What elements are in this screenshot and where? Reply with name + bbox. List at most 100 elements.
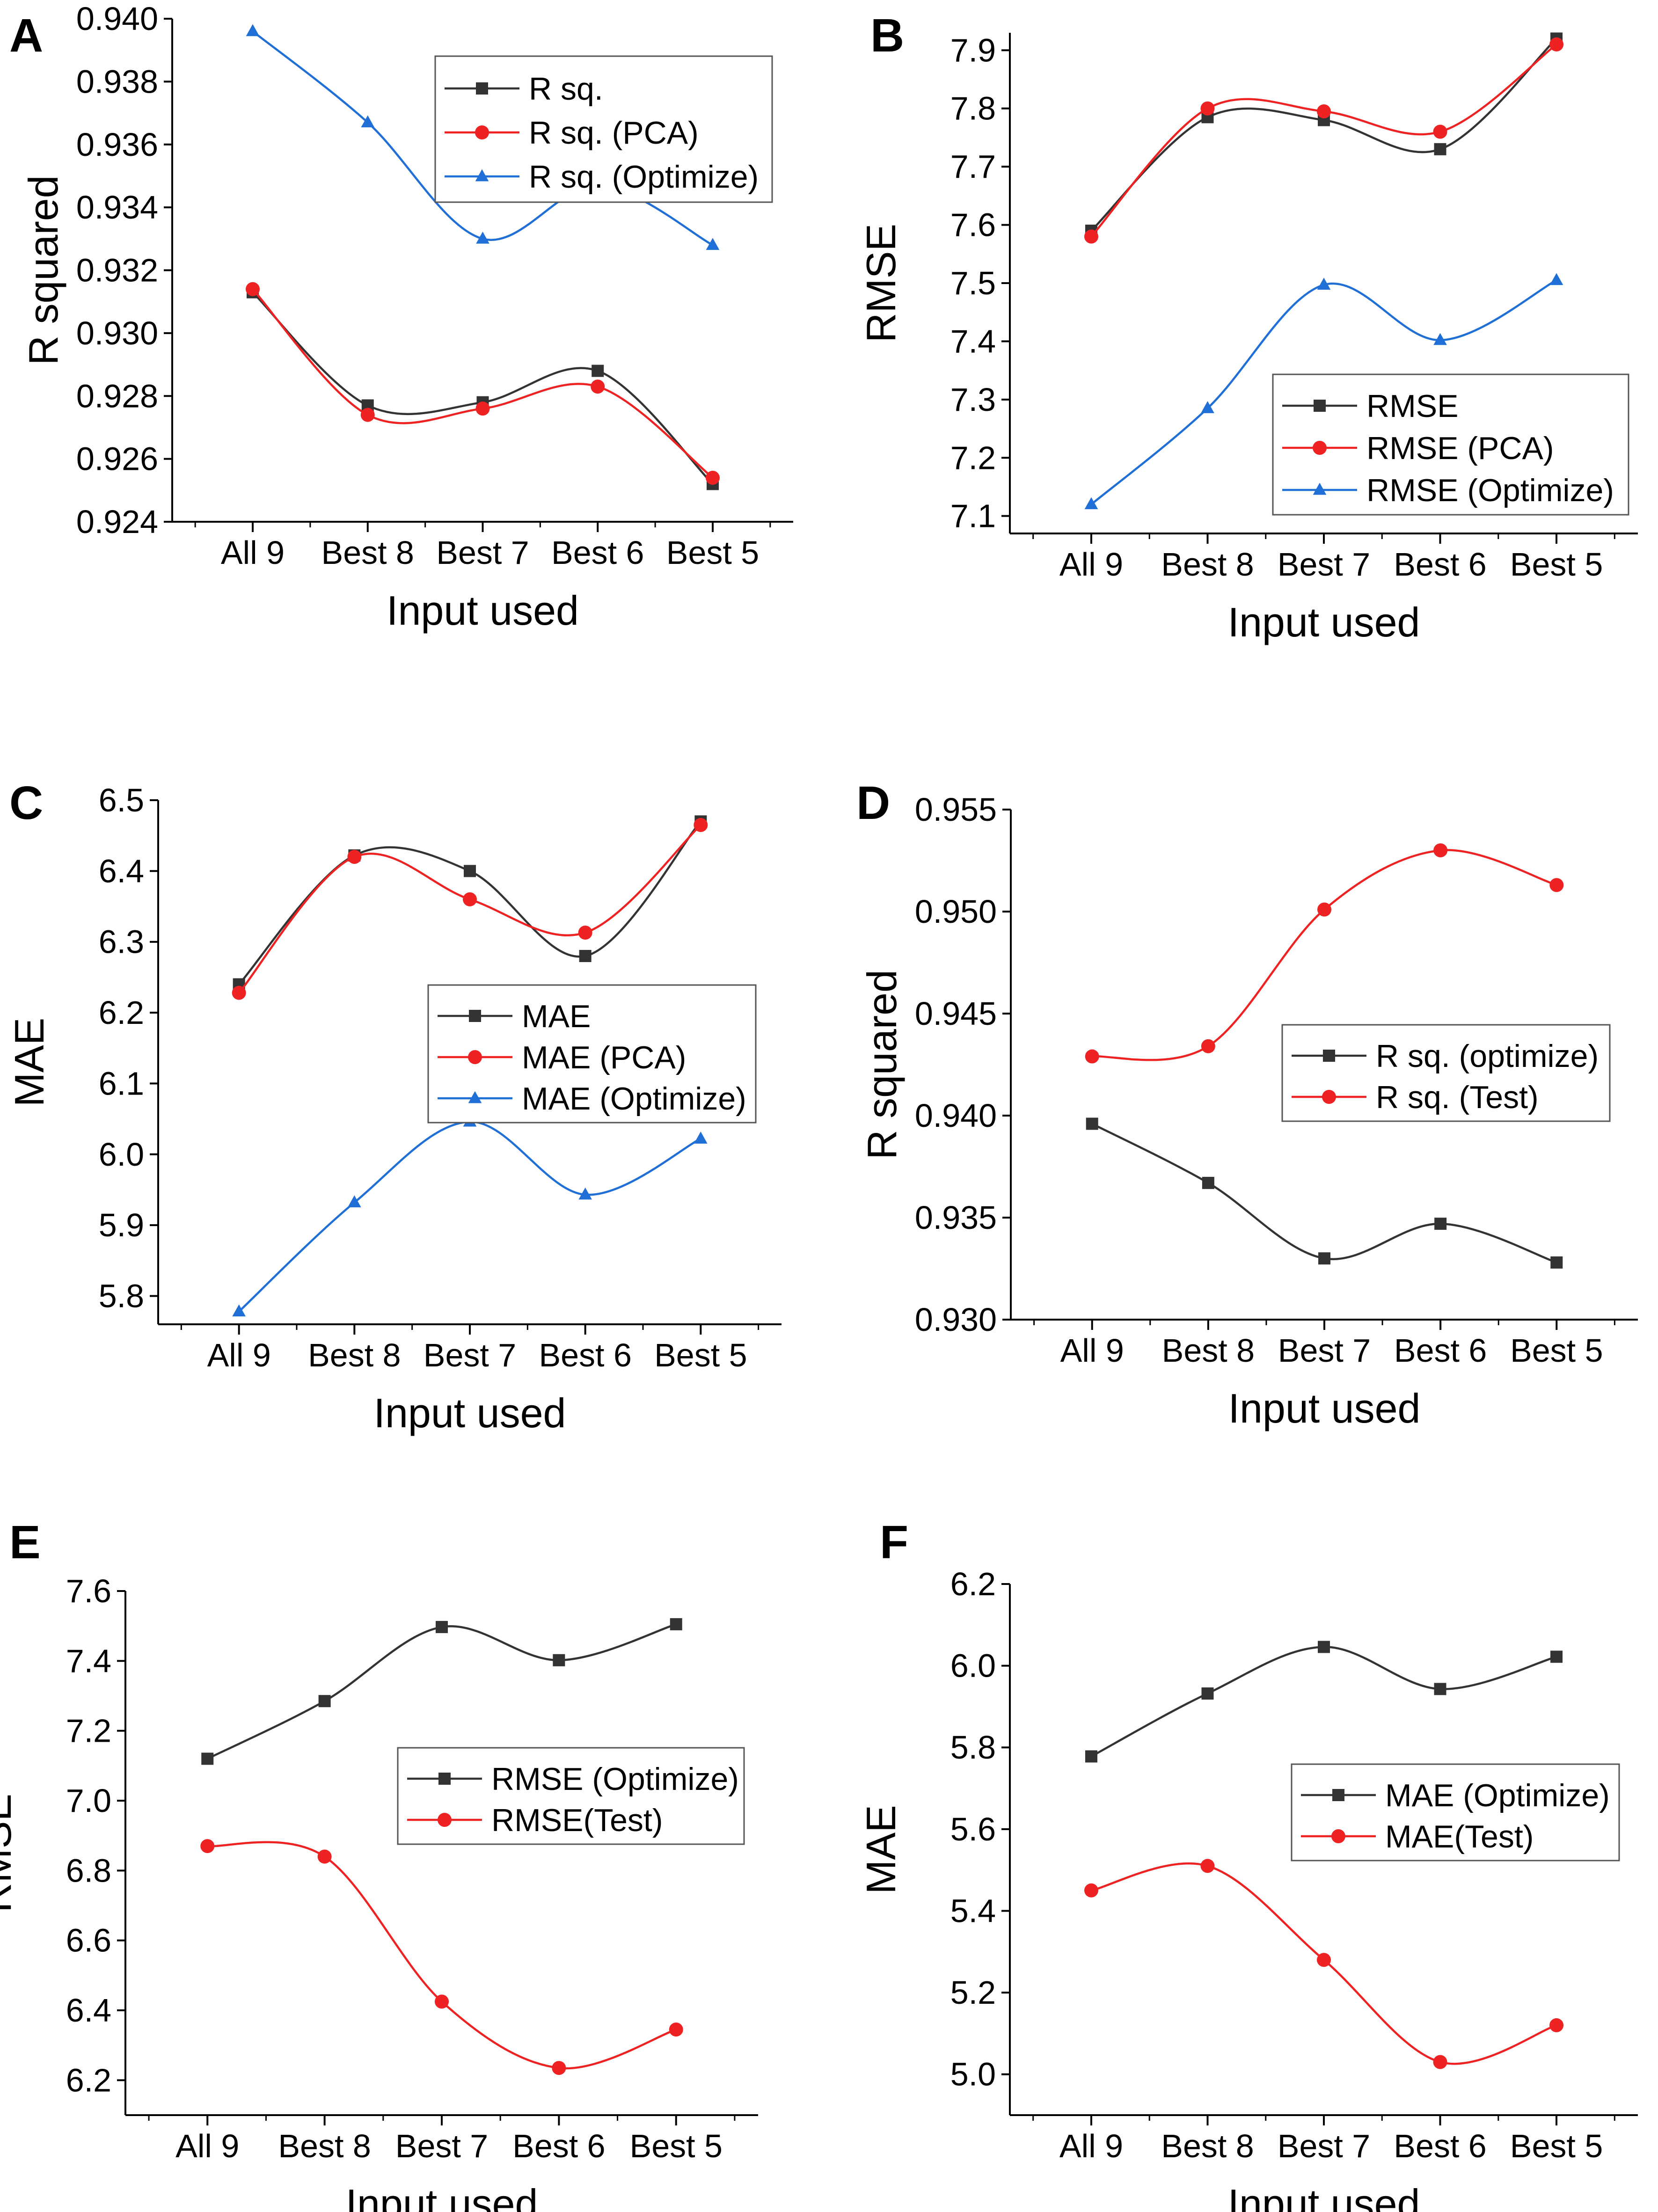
data-point-1 xyxy=(1433,2055,1447,2069)
data-point-1 xyxy=(552,2061,566,2075)
y-tick-label: 6.3 xyxy=(99,924,144,960)
panel-letter: E xyxy=(9,1516,41,1569)
legend-label: R sq. (optimize) xyxy=(1376,1038,1599,1074)
legend-label: MAE (PCA) xyxy=(522,1040,686,1075)
y-tick-label: 7.0 xyxy=(66,1782,111,1819)
data-point-0 xyxy=(1550,1256,1563,1269)
x-tick-label: Best 8 xyxy=(1161,546,1254,583)
legend-marker xyxy=(1314,400,1326,412)
y-tick-label: 6.2 xyxy=(950,1566,996,1602)
data-point-1 xyxy=(578,926,592,940)
x-axis-title: Input used xyxy=(346,2181,538,2212)
x-tick-label: Best 6 xyxy=(1394,2128,1486,2164)
series-line-1 xyxy=(1090,44,1557,237)
y-tick-label: 0.926 xyxy=(76,441,158,477)
x-tick-label: Best 5 xyxy=(666,534,759,571)
y-tick-label: 7.1 xyxy=(950,498,996,534)
data-point-0 xyxy=(553,1654,565,1666)
x-tick-label: All 9 xyxy=(1059,546,1123,583)
legend-marker xyxy=(475,125,489,139)
data-point-2 xyxy=(694,1132,708,1144)
y-axis-title: MAE xyxy=(6,1018,52,1107)
data-point-0 xyxy=(1202,1176,1214,1189)
x-axis-title: Input used xyxy=(1228,1385,1421,1431)
chart-panel-b: B 7.1 7.2 7.3 7.4 7.5 7.6 7.7 7.8 7.9 All 9 Best 8 B… xyxy=(858,9,1638,645)
data-point-2 xyxy=(578,1187,592,1200)
data-point-1 xyxy=(591,380,605,394)
data-point-0 xyxy=(1201,1687,1214,1700)
x-tick-label: Best 7 xyxy=(436,534,529,571)
y-tick-label: 6.1 xyxy=(99,1065,144,1102)
legend-box xyxy=(434,55,773,203)
data-point-0 xyxy=(579,949,592,962)
legend-marker xyxy=(476,82,488,95)
legend-marker xyxy=(1332,1789,1344,1801)
y-tick-label: 6.4 xyxy=(66,1992,111,2029)
data-point-1 xyxy=(435,1994,449,2009)
data-point-0 xyxy=(1550,1650,1563,1663)
data-point-0 xyxy=(1318,1641,1330,1653)
legend-marker xyxy=(1313,441,1327,455)
legend-label: MAE(Test) xyxy=(1385,1819,1534,1854)
data-point-2 xyxy=(1084,497,1098,510)
series-line-0 xyxy=(207,1623,677,1760)
x-tick-label: Best 5 xyxy=(1510,1332,1603,1369)
y-axis-title: R squared xyxy=(859,970,905,1160)
x-axis-title: Input used xyxy=(1228,599,1420,645)
x-tick-label: Best 6 xyxy=(1394,1332,1487,1369)
y-tick-label: 0.935 xyxy=(915,1199,997,1236)
legend-label: R sq. xyxy=(529,71,603,107)
data-point-1 xyxy=(1085,1049,1099,1064)
x-tick-label: Best 8 xyxy=(308,1337,401,1373)
data-point-0 xyxy=(464,865,476,877)
y-tick-label: 0.936 xyxy=(76,126,158,163)
legend-marker xyxy=(468,1091,482,1103)
y-tick-label: 0.940 xyxy=(76,0,158,37)
x-tick-label: Best 6 xyxy=(551,534,644,571)
x-tick-label: All 9 xyxy=(221,534,285,571)
legend-marker xyxy=(469,1010,481,1022)
x-tick-label: Best 7 xyxy=(1278,546,1370,583)
x-tick-label: Best 7 xyxy=(424,1337,516,1373)
data-point-1 xyxy=(200,1839,215,1854)
panel-letter: F xyxy=(880,1516,908,1569)
data-point-2 xyxy=(246,24,260,37)
data-point-1 xyxy=(232,986,246,1000)
y-tick-label: 7.6 xyxy=(66,1573,111,1609)
data-point-0 xyxy=(1318,1252,1330,1265)
data-point-2 xyxy=(1317,277,1331,290)
y-tick-label: 7.4 xyxy=(950,323,996,359)
y-tick-label: 6.6 xyxy=(66,1922,111,1959)
data-point-1 xyxy=(669,2022,683,2037)
y-tick-label: 0.924 xyxy=(76,504,158,540)
data-point-1 xyxy=(1317,902,1331,917)
legend-box xyxy=(1281,1024,1611,1122)
legend-box xyxy=(1272,373,1629,516)
data-point-1 xyxy=(463,892,477,906)
y-tick-label: 0.938 xyxy=(76,63,158,100)
x-tick-label: Best 8 xyxy=(1161,2128,1254,2164)
x-axis-title: Input used xyxy=(387,587,579,634)
series-line-1 xyxy=(207,1841,677,2070)
y-tick-label: 0.930 xyxy=(915,1301,997,1338)
data-point-1 xyxy=(1200,1859,1215,1873)
y-tick-label: 6.4 xyxy=(99,853,144,889)
legend-label: MAE (Optimize) xyxy=(522,1081,746,1117)
y-axis-title: RMSE xyxy=(0,1794,20,1913)
y-tick-label: 0.932 xyxy=(76,252,158,289)
data-point-1 xyxy=(347,850,362,864)
y-tick-label: 6.5 xyxy=(99,782,144,818)
legend-label: RMSE (Optimize) xyxy=(1366,473,1614,508)
y-tick-label: 0.934 xyxy=(76,189,158,226)
x-tick-label: Best 7 xyxy=(1278,2128,1370,2164)
x-tick-label: Best 8 xyxy=(278,2128,371,2164)
y-tick-label: 0.950 xyxy=(915,893,997,930)
y-axis-title: MAE xyxy=(858,1805,904,1894)
y-tick-label: 7.5 xyxy=(950,265,996,301)
x-tick-label: All 9 xyxy=(207,1337,271,1373)
x-tick-label: Best 6 xyxy=(512,2128,605,2164)
legend-label: RMSE xyxy=(1366,388,1458,424)
data-point-1 xyxy=(1084,1883,1098,1898)
y-tick-label: 6.2 xyxy=(66,2062,111,2098)
y-tick-label: 0.930 xyxy=(76,315,158,351)
